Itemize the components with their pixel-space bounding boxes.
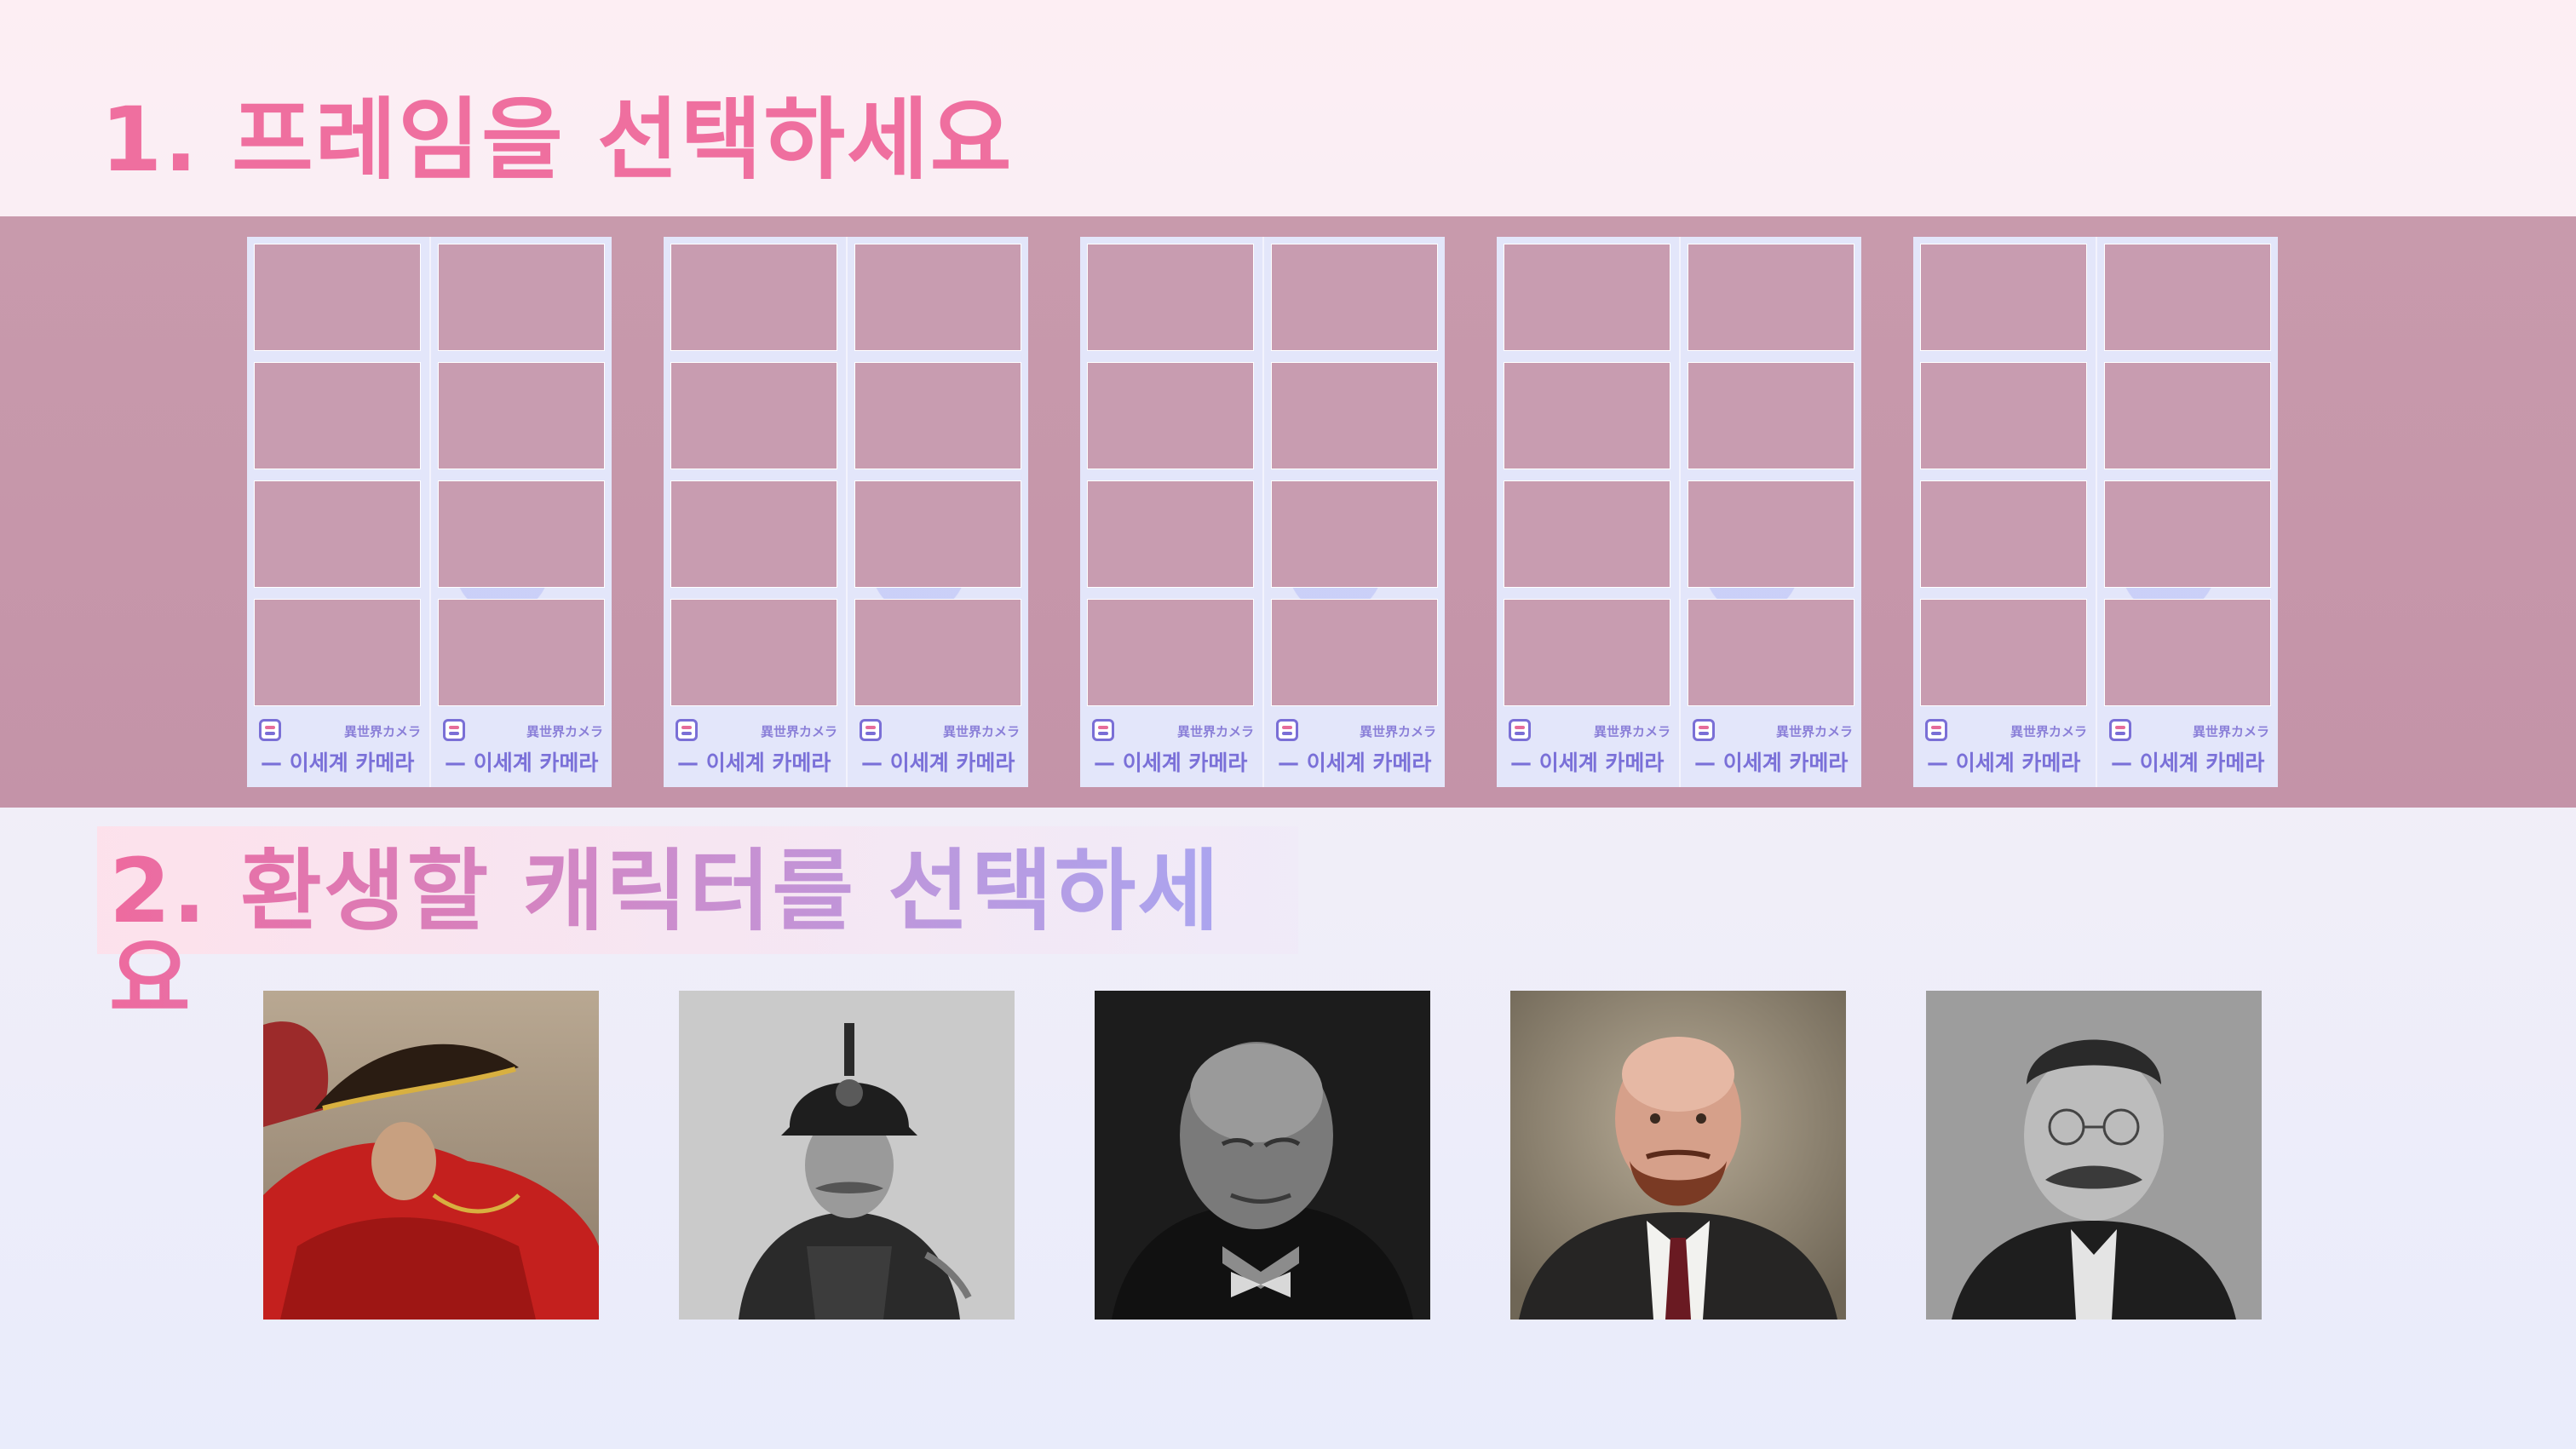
photo-slot bbox=[1087, 599, 1254, 706]
camera-logo-icon bbox=[259, 719, 281, 741]
photo-slot bbox=[1504, 244, 1670, 351]
character-option-2[interactable] bbox=[679, 991, 1015, 1320]
photo-slot bbox=[438, 480, 605, 588]
brand-jp-label: 異世界カメラ bbox=[1176, 724, 1254, 739]
photo-slot bbox=[438, 362, 605, 469]
frame-strip: 異世界カメラ — 이세계 카메라 bbox=[846, 237, 1028, 787]
camera-logo-icon bbox=[860, 719, 882, 741]
photo-slot bbox=[2104, 362, 2271, 469]
brand-jp-label: 異世界カメラ bbox=[942, 724, 1020, 739]
photo-slot bbox=[1688, 362, 1854, 469]
photo-slot bbox=[1271, 244, 1438, 351]
photo-slot bbox=[854, 362, 1021, 469]
character-option-5[interactable] bbox=[1926, 991, 2262, 1320]
photo-slot bbox=[1504, 480, 1670, 588]
brand-jp-label: 異世界カメラ bbox=[526, 724, 603, 739]
character-option-3[interactable] bbox=[1095, 991, 1430, 1320]
photo-slot bbox=[1271, 480, 1438, 588]
step2-title: 2. 환생할 캐릭터를 선택하세요 bbox=[109, 847, 1298, 1024]
photo-slot bbox=[1688, 599, 1854, 706]
camera-logo-icon bbox=[1092, 719, 1114, 741]
photo-slot bbox=[1271, 362, 1438, 469]
character-option-1[interactable] bbox=[263, 991, 599, 1320]
frame-strip: 異世界カメラ — 이세계 카메라 bbox=[247, 237, 429, 787]
camera-logo-icon bbox=[1276, 719, 1298, 741]
photo-slot bbox=[1920, 244, 2087, 351]
frame-strip: 異世界カメラ — 이세계 카메라 bbox=[429, 237, 612, 787]
bald-bearded-man-color-portrait-icon bbox=[1510, 991, 1846, 1320]
photo-slot bbox=[1087, 244, 1254, 351]
bicorne-hat-red-cloak-portrait-icon bbox=[263, 991, 599, 1320]
photo-slot bbox=[670, 480, 837, 588]
photo-slot bbox=[438, 244, 605, 351]
brand-kr-label: — 이세계 카메라 bbox=[1094, 750, 1248, 775]
brand-jp-label: 異世界カメラ bbox=[1359, 724, 1436, 739]
photo-slot bbox=[1087, 362, 1254, 469]
frame-selection-band: 異世界カメラ — 이세계 카메라 異世界カメラ — 이세계 카메라 異世界カメラ… bbox=[0, 216, 2576, 808]
photo-slot bbox=[1920, 599, 2087, 706]
step1-title: 1. 프레임을 선택하세요 bbox=[101, 88, 1014, 192]
photo-slot bbox=[670, 599, 837, 706]
camera-logo-icon bbox=[1925, 719, 1947, 741]
bald-statesman-bowtie-portrait-icon bbox=[1095, 991, 1430, 1320]
camera-logo-icon bbox=[1509, 719, 1531, 741]
brand-kr-label: — 이세계 카메라 bbox=[1927, 750, 2081, 775]
brand-kr-label: — 이세계 카메라 bbox=[677, 750, 831, 775]
brand-jp-label: 異世界カメラ bbox=[1593, 724, 1670, 739]
spiked-helmet-officer-portrait-icon bbox=[679, 991, 1015, 1320]
photo-slot bbox=[2104, 244, 2271, 351]
step2-title-highlight: 2. 환생할 캐릭터를 선택하세요 bbox=[97, 826, 1298, 1024]
frame-strip: 異世界カメラ — 이세계 카메라 bbox=[1497, 237, 1679, 787]
photo-slot bbox=[2104, 480, 2271, 588]
mustache-spectacles-portrait-icon bbox=[1926, 991, 2262, 1320]
photo-slot bbox=[254, 244, 421, 351]
frame-strip: 異世界カメラ — 이세계 카메라 bbox=[1080, 237, 1262, 787]
character-option-4[interactable] bbox=[1510, 991, 1846, 1320]
photo-slot bbox=[1504, 362, 1670, 469]
photo-slot bbox=[1504, 599, 1670, 706]
camera-logo-icon bbox=[2109, 719, 2131, 741]
frame-strip: 異世界カメラ — 이세계 카메라 bbox=[1679, 237, 1861, 787]
photo-slot bbox=[254, 480, 421, 588]
photo-slot bbox=[670, 244, 837, 351]
photo-slot bbox=[438, 599, 605, 706]
photo-slot bbox=[854, 480, 1021, 588]
brand-jp-label: 異世界カメラ bbox=[1775, 724, 1853, 739]
photo-slot bbox=[1688, 480, 1854, 588]
camera-logo-icon bbox=[1693, 719, 1715, 741]
frame-strip: 異世界カメラ — 이세계 카메라 bbox=[2096, 237, 2278, 787]
frame-option-5[interactable]: 異世界カメラ — 이세계 카메라 異世界カメラ — 이세계 카메라 bbox=[1913, 237, 2278, 787]
brand-kr-label: — 이세계 카메라 bbox=[2111, 750, 2265, 775]
photo-slot bbox=[1920, 480, 2087, 588]
brand-kr-label: — 이세계 카메라 bbox=[445, 750, 599, 775]
camera-logo-icon bbox=[443, 719, 465, 741]
brand-jp-label: 異世界カメラ bbox=[343, 724, 421, 739]
frame-strip: 異世界カメラ — 이세계 카메라 bbox=[1262, 237, 1445, 787]
photo-slot bbox=[854, 599, 1021, 706]
photo-slot bbox=[1271, 599, 1438, 706]
photo-slot bbox=[2104, 599, 2271, 706]
camera-logo-icon bbox=[676, 719, 698, 741]
brand-kr-label: — 이세계 카메라 bbox=[1278, 750, 1432, 775]
frame-strip: 異世界カメラ — 이세계 카메라 bbox=[664, 237, 846, 787]
frame-option-2[interactable]: 異世界カメラ — 이세계 카메라 異世界カメラ — 이세계 카메라 bbox=[664, 237, 1028, 787]
photo-slot bbox=[670, 362, 837, 469]
photo-slot bbox=[1087, 480, 1254, 588]
frame-strip: 異世界カメラ — 이세계 카메라 bbox=[1913, 237, 2096, 787]
brand-kr-label: — 이세계 카메라 bbox=[861, 750, 1015, 775]
frame-option-3[interactable]: 異世界カメラ — 이세계 카메라 異世界カメラ — 이세계 카메라 bbox=[1080, 237, 1445, 787]
brand-kr-label: — 이세계 카메라 bbox=[1694, 750, 1849, 775]
brand-kr-label: — 이세계 카메라 bbox=[261, 750, 415, 775]
frame-option-4[interactable]: 異世界カメラ — 이세계 카메라 異世界カメラ — 이세계 카메라 bbox=[1497, 237, 1861, 787]
photo-slot bbox=[254, 599, 421, 706]
photo-slot bbox=[854, 244, 1021, 351]
brand-jp-label: 異世界カメラ bbox=[760, 724, 837, 739]
brand-jp-label: 異世界カメラ bbox=[2010, 724, 2087, 739]
brand-jp-label: 異世界カメラ bbox=[2192, 724, 2269, 739]
photo-slot bbox=[1688, 244, 1854, 351]
brand-kr-label: — 이세계 카메라 bbox=[1510, 750, 1665, 775]
photo-slot bbox=[1920, 362, 2087, 469]
frame-option-1[interactable]: 異世界カメラ — 이세계 카메라 異世界カメラ — 이세계 카메라 bbox=[247, 237, 612, 787]
photo-slot bbox=[254, 362, 421, 469]
